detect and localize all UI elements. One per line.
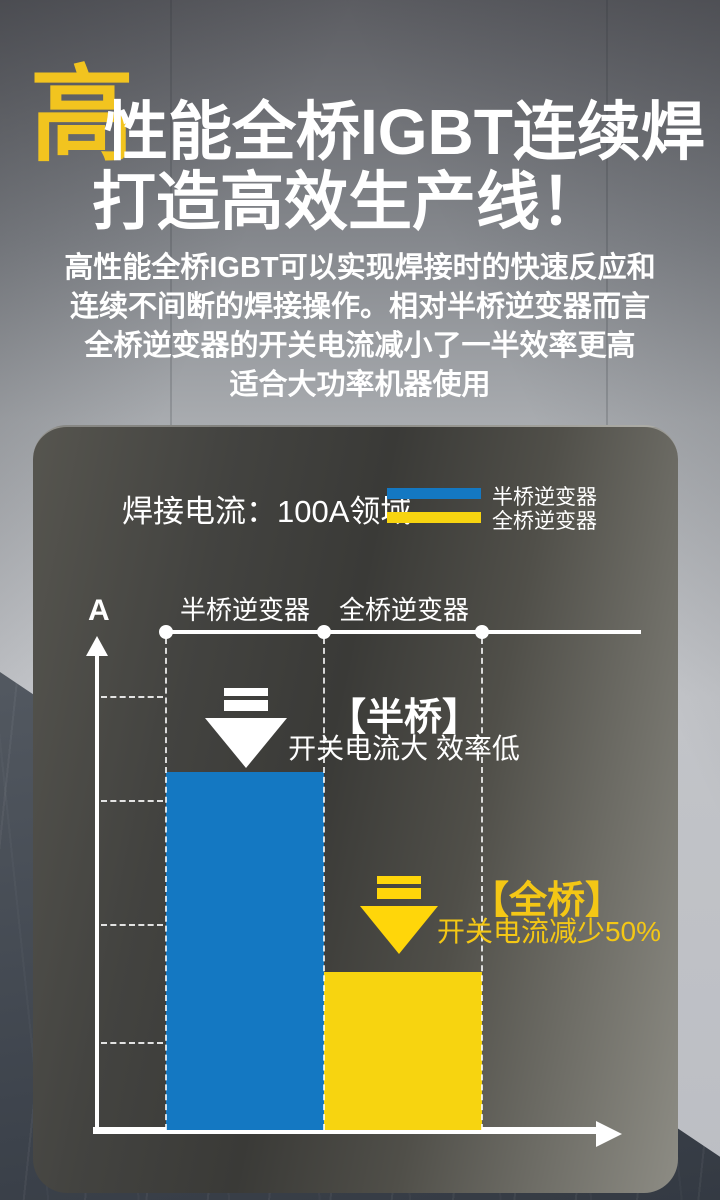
bar-half-bridge xyxy=(166,772,324,1130)
header-dot xyxy=(159,625,173,639)
legend-label-full-bridge: 全桥逆变器 xyxy=(492,510,597,533)
y-tick-dash xyxy=(101,1042,163,1044)
paragraph-line: 连续不间断的焊接操作。相对半桥逆变器而言 xyxy=(69,291,650,323)
category-label-full-bridge: 全桥逆变器 xyxy=(338,595,470,625)
y-tick-dash xyxy=(101,696,163,698)
legend-swatch-full-bridge xyxy=(387,512,481,523)
header-dot xyxy=(317,625,331,639)
legend-swatch-half-bridge xyxy=(387,488,481,499)
x-axis-line xyxy=(93,1127,596,1134)
annotation-text-half-bridge: 开关电流大 效率低 xyxy=(288,733,520,764)
annotation-heading-half-bridge: 【半桥】 xyxy=(327,697,481,739)
legend-label-half-bridge: 半桥逆变器 xyxy=(492,486,597,509)
y-tick-dash xyxy=(101,924,163,926)
bar-full-bridge xyxy=(324,972,482,1130)
right-arrow-icon xyxy=(596,1121,622,1147)
up-arrow-icon xyxy=(86,636,108,656)
vertical-guide-dash xyxy=(481,638,483,1130)
category-label-half-bridge: 半桥逆变器 xyxy=(179,595,311,625)
paragraph-line: 全桥逆变器的开关电流减小了一半效率更高 xyxy=(84,330,636,362)
headline-accent-char: 高 xyxy=(30,58,134,174)
vertical-guide-dash xyxy=(323,638,325,1130)
header-dot xyxy=(475,625,489,639)
y-tick-dash xyxy=(101,800,163,802)
paragraph-line: 适合大功率机器使用 xyxy=(229,369,491,401)
vertical-guide-dash xyxy=(165,638,167,1130)
y-axis-line xyxy=(95,654,99,1133)
headline-line1: 性能全桥IGBT连续焊 xyxy=(104,96,705,168)
headline-line2: 打造高效生产线！ xyxy=(92,166,604,238)
paragraph-line: 高性能全桥IGBT可以实现焊接时的快速反应和 xyxy=(64,252,656,284)
annotation-heading-full-bridge: 【全桥】 xyxy=(470,880,624,922)
annotation-text-full-bridge: 开关电流减少50% xyxy=(436,916,662,947)
wall-seam xyxy=(170,0,172,430)
chart-title: 焊接电流：100A领域 xyxy=(122,494,412,529)
header-rule xyxy=(163,630,641,634)
y-axis-label: A xyxy=(88,594,110,627)
intro-paragraph: 高性能全桥IGBT可以实现焊接时的快速反应和 连续不间断的焊接操作。相对半桥逆变… xyxy=(0,249,720,405)
